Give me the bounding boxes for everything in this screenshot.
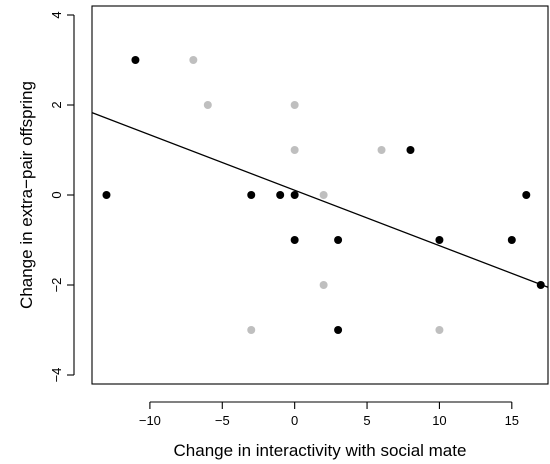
data-point-series-1 [276, 191, 285, 199]
plot-border [91, 5, 549, 385]
data-point-series-2 [290, 101, 299, 109]
y-axis-title: Change in extra−pair offspring [17, 81, 36, 309]
data-point-series-1 [290, 191, 299, 199]
data-point-series-2 [290, 146, 299, 154]
data-point-series-1 [131, 56, 140, 64]
data-point-series-1 [536, 281, 545, 289]
data-point-series-2 [319, 191, 328, 199]
x-tick-label: −10 [139, 413, 161, 428]
data-point-series-1 [406, 146, 415, 154]
data-point-series-1 [334, 326, 343, 334]
x-tick-label: 15 [505, 413, 519, 428]
x-axis-title: Change in interactivity with social mate [174, 441, 467, 460]
y-tick-label: 2 [49, 101, 64, 108]
y-tick-label: 0 [49, 191, 64, 198]
data-point-series-2 [247, 326, 256, 334]
data-point-series-1 [507, 236, 516, 244]
y-tick-label: 4 [49, 11, 64, 18]
data-point-series-2 [189, 56, 198, 64]
data-point-series-2 [203, 101, 212, 109]
x-tick-label: 5 [363, 413, 370, 428]
x-tick-label: 0 [291, 413, 298, 428]
x-tick-label: 10 [432, 413, 446, 428]
data-point-series-2 [435, 326, 444, 334]
plot-area: −10 −5 0 5 10 15 −4 −2 0 2 4 [49, 5, 549, 428]
data-point-series-1 [522, 191, 531, 199]
x-tick-label: −5 [215, 413, 230, 428]
y-tick-label: −2 [49, 278, 64, 293]
data-point-series-1 [290, 236, 299, 244]
regression-line [91, 112, 549, 288]
data-point-series-2 [319, 281, 328, 289]
data-point-series-1 [102, 191, 111, 199]
y-tick-label: −4 [49, 368, 64, 383]
data-point-series-1 [435, 236, 444, 244]
data-point-series-1 [334, 236, 343, 244]
data-point-series-1 [247, 191, 256, 199]
data-point-series-2 [377, 146, 386, 154]
